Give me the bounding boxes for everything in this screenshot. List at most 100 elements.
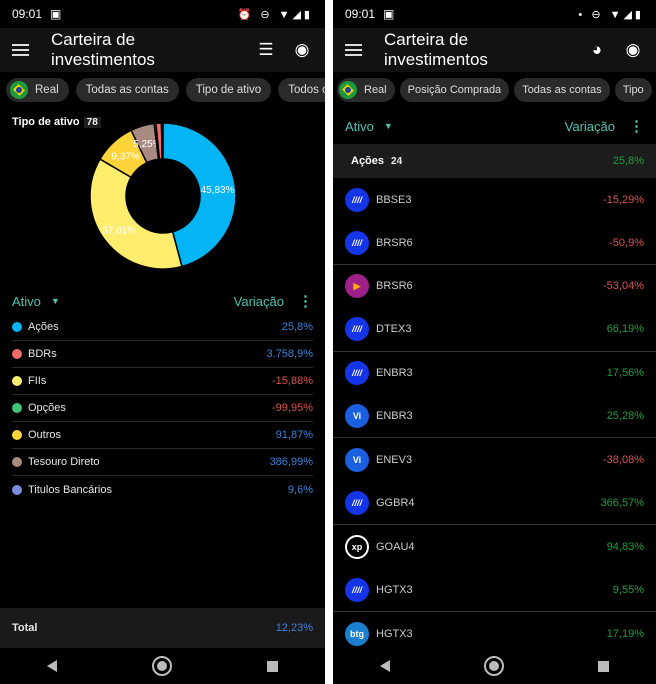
variation-header[interactable]: Variação [233, 293, 284, 309]
chip-accounts[interactable]: Todas as contas [514, 78, 610, 102]
ticker: GGBR4 [376, 496, 415, 509]
asset-row[interactable]: //// BBSE3 -15,29% [333, 178, 656, 221]
back-icon[interactable] [47, 660, 58, 672]
chip-currency[interactable]: Real [6, 78, 69, 102]
slice-label: 9,37% [111, 152, 139, 163]
group-header-acoes[interactable]: Ações 24 25,8% [333, 144, 656, 178]
brazil-flag-icon [339, 81, 357, 99]
chip-accounts[interactable]: Todas as contas [75, 78, 179, 102]
status-icons: ⏰ ⊖ ▼◢▮ [237, 8, 313, 21]
asset-row[interactable]: Vi ENEV3 -38,08% [333, 438, 656, 481]
more-options-icon[interactable]: ⋮ [298, 293, 313, 310]
chip-asset-type[interactable]: Tipo de ativo [185, 78, 272, 102]
asset-row[interactable]: //// ENBR3 17,56% [333, 352, 656, 395]
asset-row[interactable]: ▶ BRSR6 -53,04% [333, 265, 656, 308]
asset-row[interactable]: btg HGTX3 17,19% [333, 612, 656, 655]
donut-slice[interactable] [162, 123, 237, 268]
legend-dot [12, 403, 22, 413]
stripes-logo-icon: //// [345, 187, 369, 212]
ticker: BBSE3 [376, 193, 412, 206]
group-value: 25,8% [612, 155, 644, 167]
right-screen: 09:01 ▣ • ⊖ ▼◢▮ Carteira de investimento… [333, 0, 656, 684]
ticker: BRSR6 [376, 236, 413, 249]
variation-value: 366,57% [600, 496, 644, 509]
asset-row[interactable]: //// HGTX3 9,55% [333, 569, 656, 612]
status-bar: 09:01 ▣ ⏰ ⊖ ▼◢▮ [0, 0, 325, 28]
dropdown-arrow-icon[interactable]: ▼ [50, 296, 60, 306]
asset-row[interactable]: xp GOAU4 94,83% [333, 525, 656, 568]
row-label: Ações [28, 321, 59, 333]
row-value: -99,95% [272, 402, 313, 414]
donut-slice[interactable] [160, 123, 164, 160]
total-label: Total [12, 622, 38, 634]
asset-row[interactable]: //// BRSR6 -50,9% [333, 221, 656, 265]
menu-icon[interactable] [12, 44, 29, 56]
row-value: 91,87% [275, 429, 313, 441]
stripes-logo-icon: //// [345, 361, 369, 386]
asset-row[interactable]: //// GGBR4 366,57% [333, 482, 656, 526]
slice-label: 45,83% [201, 185, 235, 196]
asset-row[interactable]: Vi ENBR3 25,28% [333, 395, 656, 439]
section-title-text: Tipo de ativo [12, 116, 80, 128]
eye-icon[interactable]: ◉ [294, 40, 310, 59]
row-value: 386,99% [269, 456, 313, 468]
ticker: ENEV3 [376, 454, 413, 467]
donut-chart[interactable]: 45,83% 37,61% 9,37% 5,25% [0, 123, 325, 283]
ticker: ENBR3 [376, 367, 413, 380]
legend-dot [12, 430, 22, 440]
vi-logo-icon: Vi [345, 404, 369, 429]
asset-row[interactable]: //// DTEX3 66,19% [333, 308, 656, 352]
chip-label: Real [35, 84, 59, 96]
status-icons: • ⊖ ▼◢▮ [578, 8, 644, 21]
chip-all[interactable]: Todos os [278, 78, 325, 102]
home-icon[interactable] [484, 656, 504, 676]
row-value: 9,6% [287, 483, 313, 496]
menu-icon[interactable] [345, 44, 362, 56]
row-label: BDRs [28, 348, 57, 360]
chip-type[interactable]: Tipo [614, 78, 652, 102]
back-icon[interactable] [380, 660, 390, 672]
legend-dot [12, 349, 22, 359]
row-value: 25,8% [281, 321, 313, 333]
row-label: FIIs [28, 375, 47, 387]
asset-type-row[interactable]: BDRs 3.758,9% [12, 341, 313, 368]
app-title: Carteira de investimentos [384, 30, 488, 69]
asset-type-row[interactable]: FIIs -15,88% [12, 368, 313, 395]
asset-type-row[interactable]: Titulos Bancários 9,6% [12, 476, 313, 503]
pie-chart-icon[interactable]: ◕ [591, 40, 603, 59]
ticker: DTEX3 [376, 323, 412, 336]
chip-position[interactable]: Posição Comprada [399, 78, 510, 102]
legend-dot [12, 484, 22, 495]
list-header: Ativo ▼ Variação ⋮ [333, 108, 656, 144]
stripes-logo-icon: //// [345, 577, 369, 602]
slice-label: 5,25% [133, 139, 161, 150]
recents-icon[interactable] [266, 660, 278, 672]
image-notification-icon: ▣ [383, 7, 395, 21]
app-bar: Carteira de investimentos ◕ ◉ [333, 28, 656, 72]
sort-ativo[interactable]: Ativo [345, 118, 374, 134]
asset-type-row[interactable]: Ações 25,8% [12, 314, 313, 341]
asset-list: //// BBSE3 -15,29% //// BRSR6 -50,9% ▶ BRSR6 -53… [333, 178, 656, 655]
variation-value: 17,56% [606, 367, 644, 380]
asset-type-row[interactable]: Outros 91,87% [12, 422, 313, 449]
dropdown-arrow-icon[interactable]: ▼ [383, 121, 393, 131]
row-label: Opções [28, 402, 66, 414]
legend-dot [12, 457, 22, 467]
recents-icon[interactable] [598, 660, 609, 672]
more-options-icon[interactable]: ⋮ [629, 118, 644, 135]
triangle-logo-icon: ▶ [345, 274, 369, 299]
asset-type-row[interactable]: Opções -99,95% [12, 395, 313, 422]
row-label: Outros [28, 429, 62, 441]
donut-slice[interactable] [89, 158, 183, 270]
home-icon[interactable] [151, 656, 172, 676]
chip-label: Posição Comprada [407, 84, 502, 96]
xp-logo-icon: xp [345, 534, 369, 559]
list-view-icon[interactable]: ☰ [258, 40, 274, 59]
chip-currency[interactable]: Real [337, 78, 395, 102]
app-bar: Carteira de investimentos ☰ ◉ [0, 28, 325, 72]
stripes-logo-icon: //// [345, 317, 369, 342]
asset-type-row[interactable]: Tesouro Direto 386,99% [12, 449, 313, 476]
sort-ativo[interactable]: Ativo [12, 293, 41, 309]
eye-icon[interactable]: ◉ [625, 40, 641, 59]
variation-header[interactable]: Variação [564, 118, 615, 134]
